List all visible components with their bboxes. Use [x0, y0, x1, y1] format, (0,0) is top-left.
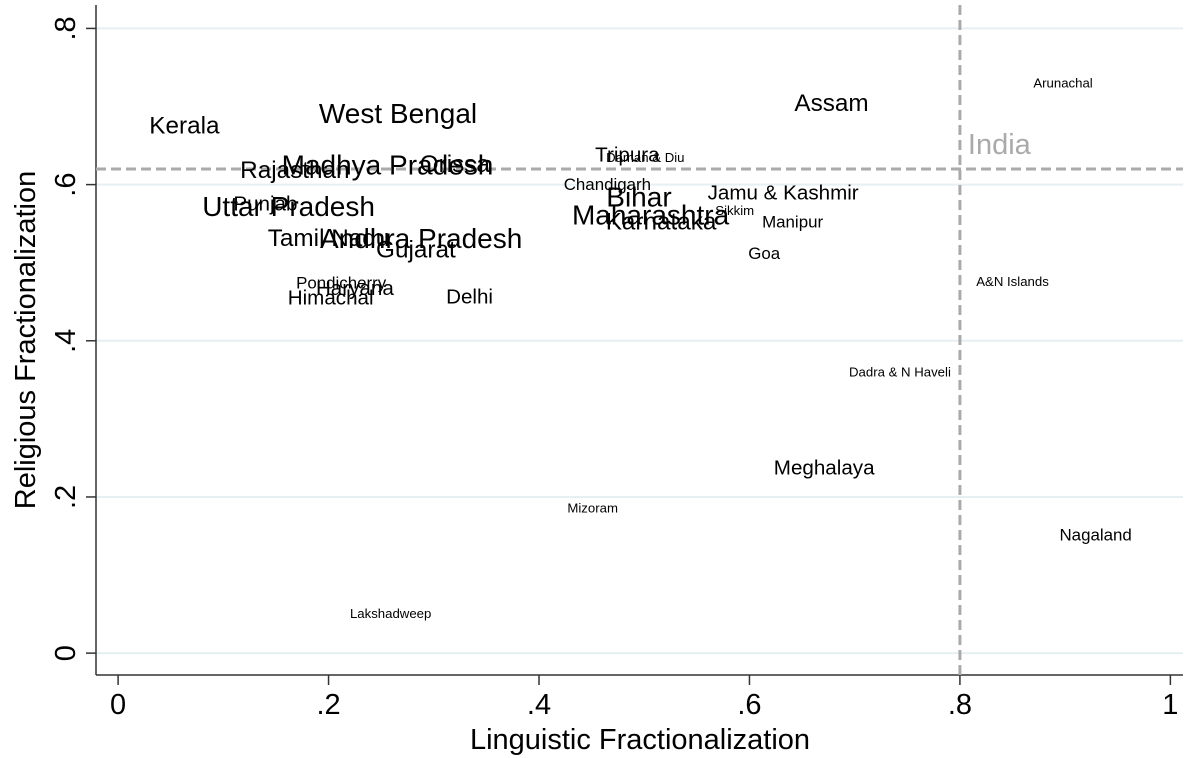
point-label: West Bengal [319, 98, 477, 129]
point-label: Karnataka [606, 209, 717, 236]
point-label: Sikkim [715, 203, 754, 218]
x-tick-label: .4 [527, 689, 551, 721]
point-label: Gujarat [376, 237, 456, 264]
point-label: Punjab [233, 193, 297, 216]
x-tick-label: .8 [948, 689, 972, 721]
point-label: Tamil Nadu [268, 225, 390, 252]
point-label: Bihar [606, 182, 671, 213]
point-label: Assam [794, 90, 868, 117]
point-label: Meghalaya [774, 457, 875, 480]
x-axis-title: Linguistic Fractionalization [470, 724, 810, 756]
point-label: Lakshadweep [350, 606, 431, 621]
x-tick-label: 1 [1162, 689, 1178, 721]
point-label: A&N Islands [976, 274, 1049, 289]
point-label: Pondicherry [296, 273, 387, 292]
point-label: Rajasthan [240, 157, 349, 184]
point-label: Goa [748, 244, 781, 263]
point-label: Uttar Pradesh [202, 191, 375, 222]
point-label: Arunachal [1033, 76, 1092, 91]
point-label: Manipur [762, 213, 823, 232]
x-tick-label: 0 [110, 689, 126, 721]
y-tick-label: 0 [50, 645, 82, 661]
reference-label: India [968, 129, 1032, 161]
y-tick-label: .4 [50, 329, 82, 353]
point-label: Delhi [446, 286, 493, 309]
point-label: Kerala [149, 113, 220, 140]
point-label: Haryana [316, 277, 394, 300]
point-label: Chandigarh [564, 175, 651, 194]
point-label: Tripura [595, 143, 660, 166]
point-label: Daman & Diu [606, 150, 684, 165]
y-tick-label: .2 [50, 485, 82, 509]
y-axis-title: Religious Fractionalization [10, 171, 42, 510]
point-label: Madhya Pradesh [282, 150, 494, 181]
x-tick-label: .6 [737, 689, 761, 721]
point-label: Jamu & Kashmir [708, 182, 859, 205]
point-label: Andhra Pradesh [320, 223, 522, 254]
point-label: Nagaland [1059, 526, 1131, 545]
point-label: Himachal [288, 286, 374, 309]
point-label: Orissa [420, 151, 491, 178]
y-tick-label: .8 [50, 16, 82, 40]
y-tick-label: .6 [50, 173, 82, 197]
point-label: Dadra & N Haveli [849, 365, 951, 380]
point-label: Mizoram [567, 500, 618, 515]
point-label: Maharashtra [572, 200, 730, 231]
x-tick-label: .2 [316, 689, 340, 721]
